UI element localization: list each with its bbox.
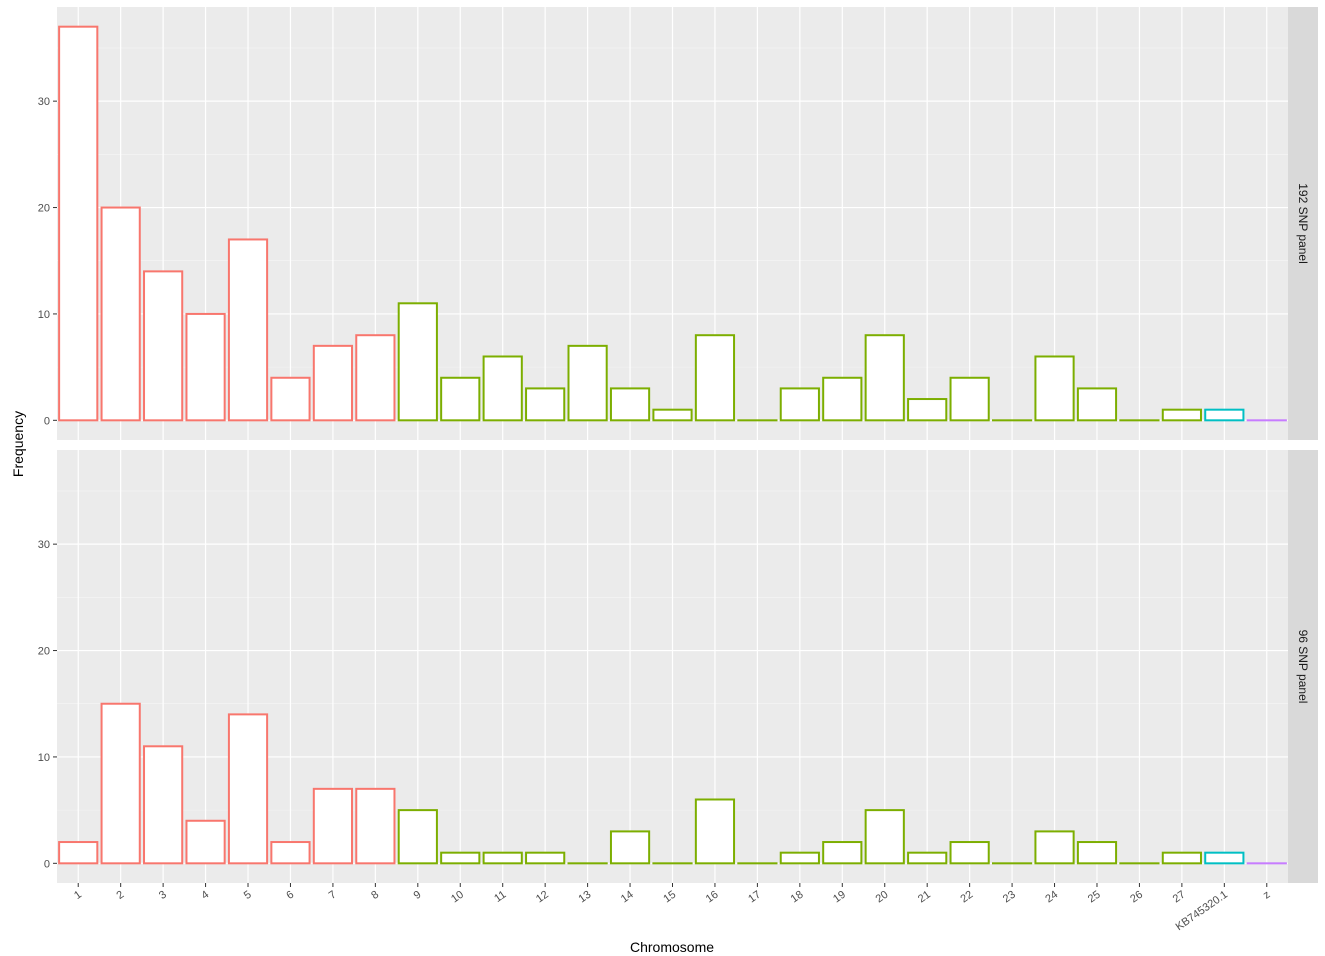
bar-6 [270, 841, 311, 865]
bar-19 [822, 841, 863, 865]
x-axis: 1 2 3 4 5 6 7 8 9 10 11 12 13 14 15 16 17 18 19 20 21 22 23 24 2… [72, 883, 1272, 933]
x-tick-label: 3 [157, 889, 169, 902]
x-tick-label: 5 [242, 889, 254, 902]
bar-21 [907, 398, 948, 422]
x-axis-title: Chromosome [630, 939, 714, 955]
bar-2 [100, 206, 141, 422]
bar-8 [355, 787, 396, 865]
x-tick-label: 11 [492, 889, 508, 905]
bar-18 [779, 387, 820, 422]
bar-16 [694, 798, 736, 865]
bar-25 [1076, 841, 1118, 865]
bar-3 [143, 270, 184, 422]
x-tick-label: 2 [114, 889, 126, 902]
x-tick-label: 27 [1171, 889, 1188, 906]
facet-strip [1288, 450, 1318, 883]
x-tick-label: 17 [746, 889, 763, 906]
y-tick-label: 10 [38, 309, 50, 321]
x-tick-label: 21 [916, 889, 933, 906]
bar-16 [694, 334, 736, 422]
bar-21 [907, 851, 948, 865]
x-tick-label: 10 [449, 889, 466, 906]
x-tick-label: 25 [1086, 889, 1103, 906]
bar-2 [100, 702, 141, 865]
bar-15 [652, 408, 693, 422]
bar-7 [312, 787, 354, 865]
y-axis-title: Frequency [10, 411, 26, 477]
bar-20 [864, 334, 905, 422]
x-tick-label: 6 [284, 889, 296, 902]
x-tick-label: 26 [1128, 889, 1145, 906]
bar-5 [227, 238, 269, 422]
y-tick-label: 10 [38, 752, 50, 764]
facet-strip-label: 96 SNP panel [1296, 630, 1310, 704]
bar-24 [1034, 355, 1075, 422]
x-tick-label: 16 [704, 889, 721, 906]
x-tick-label: 12 [534, 889, 551, 906]
bar-14 [609, 830, 651, 865]
y-tick-label: 20 [38, 203, 50, 215]
x-tick-label: z [1261, 889, 1272, 902]
bar-22 [949, 841, 990, 865]
panel-96-snp: 0 10 20 30 96 SNP panel [38, 450, 1318, 883]
bar-10 [440, 376, 481, 422]
x-tick-label: 14 [619, 889, 636, 906]
bar-20 [864, 809, 905, 865]
y-tick-label: 0 [44, 415, 50, 427]
bar-1 [58, 841, 99, 865]
bar-4 [185, 819, 226, 865]
bar-KB745320.1 [1204, 408, 1245, 422]
x-tick-label: 13 [576, 889, 593, 906]
bar-9 [397, 302, 438, 422]
y-tick-label: 20 [38, 646, 50, 658]
bar-27 [1161, 408, 1202, 422]
bar-8 [355, 334, 396, 422]
bar-3 [143, 745, 184, 865]
x-tick-label: 7 [327, 889, 339, 902]
y-tick-label: 30 [38, 96, 50, 108]
bar-25 [1076, 387, 1118, 422]
bar-12 [525, 851, 566, 865]
x-tick-label: 8 [369, 889, 381, 902]
x-tick-label: 24 [1043, 889, 1060, 906]
x-tick-label: 18 [789, 889, 806, 906]
y-tick-label: 30 [38, 539, 50, 551]
bar-9 [397, 809, 438, 865]
bar-22 [949, 376, 990, 422]
x-tick-label: 19 [831, 889, 848, 906]
y-tick-label: 0 [44, 858, 50, 870]
x-tick-label: 1 [72, 889, 84, 902]
bar-19 [822, 376, 863, 422]
bar-24 [1034, 830, 1075, 865]
panel-192-snp: 0 10 20 30 192 SNP panel [38, 7, 1318, 440]
bar-11 [482, 355, 523, 422]
x-tick-label: 20 [874, 889, 891, 906]
bar-7 [312, 344, 354, 422]
x-tick-label: 22 [958, 889, 975, 906]
bar-4 [185, 312, 226, 422]
bar-13 [567, 344, 608, 422]
bar-12 [525, 387, 566, 422]
bar-18 [779, 851, 820, 865]
bar-6 [270, 376, 311, 422]
x-tick-label: 15 [661, 889, 678, 906]
bar-14 [609, 387, 651, 422]
bar-27 [1161, 851, 1202, 865]
bar-5 [227, 713, 269, 865]
facet-strip [1288, 7, 1318, 440]
bar-10 [440, 851, 481, 865]
facet-strip-label: 192 SNP panel [1296, 183, 1310, 264]
x-tick-label: 23 [1001, 889, 1018, 906]
bar-KB745320.1 [1204, 851, 1245, 865]
x-tick-label: 9 [412, 889, 424, 902]
bar-1 [58, 25, 99, 422]
x-tick-label: 4 [199, 889, 211, 902]
bar-11 [482, 851, 523, 865]
